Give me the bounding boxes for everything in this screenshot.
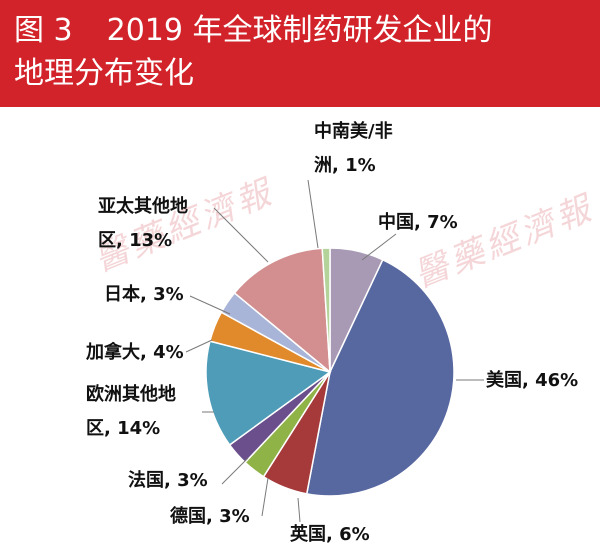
- leader-line-2: [297, 497, 301, 523]
- pie-slice-9: [321, 247, 331, 373]
- leader-line-3: [261, 477, 269, 517]
- slice-label-6-line-0: 加拿大, 4%: [85, 341, 184, 363]
- slice-label-7-line-0: 日本, 3%: [104, 283, 184, 305]
- leader-line-6: [185, 339, 213, 353]
- pie-slice-1: [305, 258, 455, 497]
- title-banner: 图 3 2019 年全球制药研发企业的 地理分布变化: [0, 0, 600, 107]
- leader-line-9: [307, 179, 319, 249]
- slice-label-2-line-0: 英国, 6%: [289, 523, 370, 545]
- slice-label-1-line-0: 美国, 46%: [486, 369, 578, 391]
- chart-title-line-2: 地理分布变化: [14, 56, 194, 91]
- pie-slices: [205, 247, 455, 497]
- leader-lines: [185, 179, 484, 523]
- leader-line-8: [213, 207, 269, 263]
- pie-slice-8: [233, 247, 331, 374]
- leader-line-7: [189, 295, 231, 315]
- slice-label-3-line-0: 德国, 3%: [170, 505, 250, 527]
- slice-label-0-line-0: 中国, 7%: [378, 211, 458, 233]
- slice-label-5-line-0: 欧洲其他地: [86, 383, 176, 405]
- leader-line-4: [221, 457, 249, 485]
- slice-label-9-line-1: 洲, 1%: [314, 155, 376, 176]
- pie-slice-5: [205, 340, 332, 446]
- figure-number: 图 3: [14, 13, 73, 48]
- leader-line-0: [361, 233, 397, 261]
- slice-label-9-line-0: 中南美/非: [314, 120, 393, 142]
- chart-title-text: 2019 年全球制药研发企业的: [106, 13, 493, 48]
- chart-title-line-1: 图 3 2019 年全球制药研发企业的: [14, 13, 493, 49]
- slice-label-8-line-0: 亚太其他地: [98, 195, 188, 217]
- slice-label-8-line-1: 区, 13%: [98, 230, 172, 251]
- slice-label-5-line-1: 区, 14%: [86, 418, 160, 439]
- slice-label-4-line-0: 法国, 3%: [128, 469, 208, 491]
